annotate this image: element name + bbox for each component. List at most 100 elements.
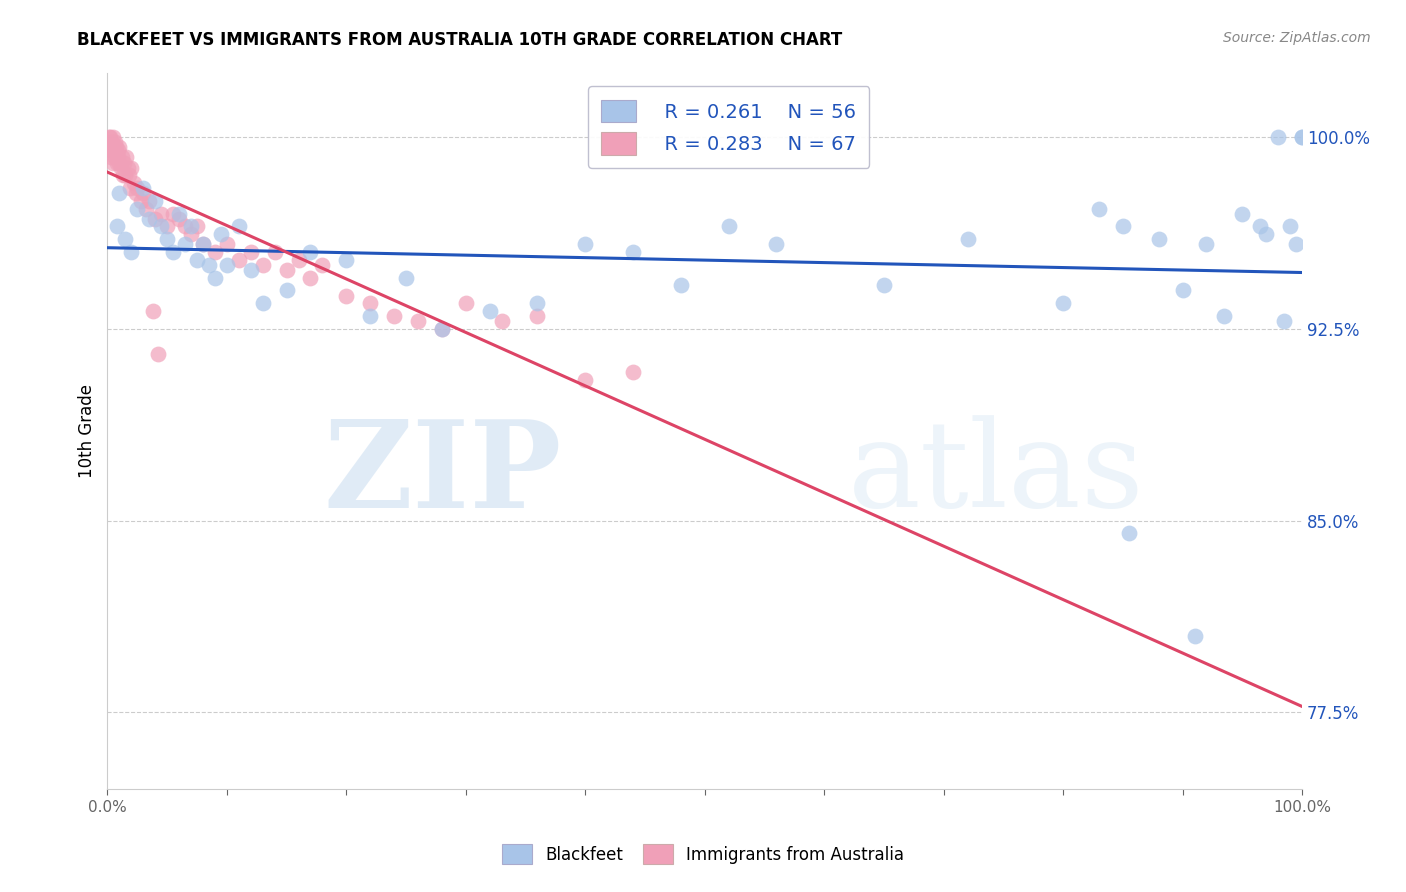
Point [104,140,127,154]
Point [107,140,129,154]
Point [395,270,418,285]
Point [359,309,381,323]
Point [621,245,644,260]
Point [276,284,298,298]
Point [108,186,131,201]
Point [127,181,149,195]
Point [143,194,166,208]
Point [478,303,501,318]
Point [100,135,122,149]
Point [167,207,190,221]
Y-axis label: 10th Grade: 10th Grade [79,384,96,478]
Point [228,252,250,267]
Point [138,194,160,208]
Point [191,237,214,252]
Point [311,258,333,272]
Point [263,245,285,260]
Point [574,237,596,252]
Point [204,245,226,260]
Point [1195,237,1218,252]
Point [132,186,155,201]
Point [1118,526,1140,541]
Point [174,237,197,252]
Point [1088,202,1111,216]
Point [162,207,184,221]
Point [359,296,381,310]
Point [101,130,124,145]
Text: Source: ZipAtlas.com: Source: ZipAtlas.com [1223,31,1371,45]
Point [209,227,232,241]
Point [110,161,132,175]
Point [156,219,179,234]
Point [198,258,221,272]
Point [162,245,184,260]
Point [1112,219,1135,234]
Point [1232,207,1254,221]
Point [108,155,131,169]
Point [491,314,513,328]
Point [103,135,125,149]
Point [526,296,548,310]
Point [1147,232,1170,246]
Point [150,207,173,221]
Point [104,150,127,164]
Point [143,211,166,226]
Point [1171,284,1194,298]
Point [382,309,405,323]
Point [215,258,238,272]
Point [167,211,190,226]
Point [454,296,477,310]
Point [115,150,138,164]
Point [146,347,169,361]
Point [142,303,165,318]
Point [118,169,141,183]
Point [120,245,142,260]
Point [228,219,250,234]
Point [132,181,155,195]
Point [526,309,548,323]
Point [1256,227,1278,241]
Point [135,202,157,216]
Point [114,232,136,246]
Point [111,150,134,164]
Point [150,219,173,234]
Point [956,232,979,246]
Text: atlas: atlas [848,416,1144,533]
Point [191,237,214,252]
Point [103,143,125,157]
Point [114,169,136,183]
Point [430,322,453,336]
Point [98,143,121,157]
Legend:   R = 0.261    N = 56,   R = 0.283    N = 67: R = 0.261 N = 56, R = 0.283 N = 67 [588,87,869,169]
Point [299,245,322,260]
Point [98,130,121,145]
Point [105,155,128,169]
Point [129,194,152,208]
Point [765,237,787,252]
Point [174,219,197,234]
Point [156,232,179,246]
Text: BLACKFEET VS IMMIGRANTS FROM AUSTRALIA 10TH GRADE CORRELATION CHART: BLACKFEET VS IMMIGRANTS FROM AUSTRALIA 1… [77,31,842,49]
Point [873,278,896,293]
Point [107,143,129,157]
Text: ZIP: ZIP [323,415,561,533]
Point [669,278,692,293]
Point [717,219,740,234]
Point [252,258,274,272]
Point [252,296,274,310]
Point [105,219,128,234]
Point [287,252,309,267]
Point [276,263,298,277]
Point [1052,296,1074,310]
Point [138,211,160,226]
Point [1285,237,1308,252]
Point [122,176,145,190]
Point [1291,130,1313,145]
Point [335,288,357,302]
Legend: Blackfeet, Immigrants from Australia: Blackfeet, Immigrants from Australia [495,838,911,871]
Point [335,252,357,267]
Point [103,155,125,169]
Point [299,270,322,285]
Point [430,322,453,336]
Point [111,169,134,183]
